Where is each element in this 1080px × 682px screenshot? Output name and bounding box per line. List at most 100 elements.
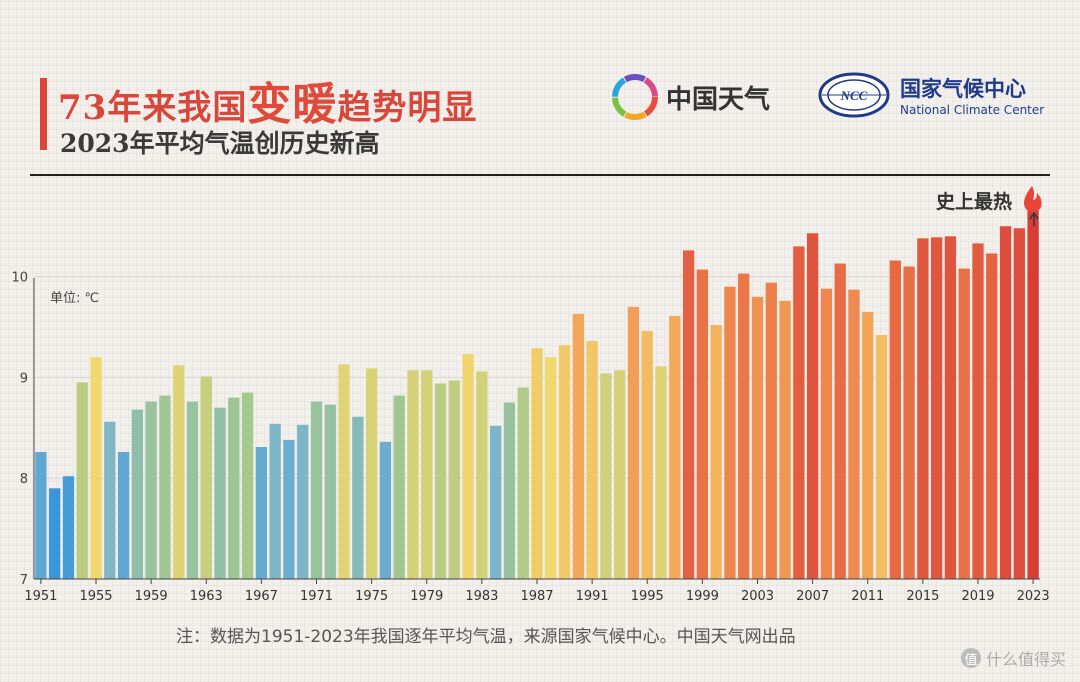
bar-2008 — [820, 288, 833, 579]
bar-2015 — [917, 238, 929, 579]
bar-1967 — [255, 446, 268, 579]
bar-2007 — [806, 233, 819, 579]
china-weather-swirl-icon — [612, 74, 658, 120]
bar-2013 — [889, 260, 901, 579]
bar-2021 — [999, 226, 1012, 579]
bar-1966 — [241, 392, 254, 579]
bar-2000 — [710, 325, 722, 579]
bar-1953 — [62, 476, 75, 579]
ncc-globe-icon: NCC — [818, 72, 890, 118]
chart-x-tick-labels: 1951 1955 1959 1963 1967 1971 1975 1979 1983 1987… — [24, 589, 1049, 604]
bar-2019 — [972, 243, 984, 580]
page-title: 73年来我国变暖趋势明显 — [58, 79, 478, 130]
x-tick-label: 1999 — [686, 589, 719, 604]
x-tick-label: 1955 — [79, 589, 112, 604]
x-tick-label: 2015 — [906, 589, 939, 604]
x-tick-label: 1991 — [576, 589, 609, 604]
x-tick-label: 1971 — [300, 589, 333, 604]
chart-footnote: 注：数据为1951-2023年我国逐年平均气温，来源国家气候中心。中国天气网出品 — [176, 627, 796, 647]
x-tick-label: 1951 — [24, 589, 57, 604]
bar-1991 — [586, 341, 598, 579]
bar-1963 — [200, 376, 212, 579]
bar-2009 — [834, 263, 846, 579]
bar-1970 — [297, 424, 309, 579]
bar-2023 — [1027, 205, 1039, 580]
bar-1952 — [49, 488, 61, 579]
bar-1972 — [324, 404, 336, 579]
x-tick-label: 1959 — [135, 589, 168, 604]
flame-icon — [1024, 186, 1042, 213]
bar-1992 — [600, 373, 612, 579]
x-tick-label: 1987 — [520, 589, 553, 604]
x-tick-label: 1979 — [410, 589, 443, 604]
bar-1997 — [669, 315, 681, 579]
bar-1988 — [545, 357, 557, 579]
x-tick-label: 2011 — [851, 589, 884, 604]
bar-2012 — [875, 335, 888, 579]
bar-1959 — [145, 401, 157, 579]
bar-1968 — [269, 423, 281, 579]
bar-2022 — [1013, 228, 1025, 579]
bar-1971 — [310, 401, 323, 579]
chart-axis — [33, 278, 1040, 584]
ncc-badge-text: NCC — [840, 88, 868, 103]
bar-1995 — [641, 331, 653, 579]
x-tick-label: 2003 — [741, 589, 774, 604]
bar-2004 — [765, 282, 777, 579]
bar-2014 — [903, 266, 915, 579]
site-watermark: 值 什么值得买 — [960, 646, 1066, 670]
watermark-text: 什么值得买 — [985, 650, 1066, 669]
bar-1982 — [462, 354, 474, 579]
bar-1976 — [379, 441, 392, 579]
china-weather-logo: 中国天气 — [612, 74, 770, 120]
bar-2010 — [848, 289, 860, 579]
up-arrow-icon — [1029, 211, 1039, 226]
x-tick-label: 2019 — [961, 589, 994, 604]
bar-1989 — [558, 345, 571, 579]
y-tick-label: 8 — [20, 472, 28, 487]
bar-1960 — [159, 395, 171, 579]
x-tick-label: 1983 — [465, 589, 498, 604]
page-subtitle: 2023年平均气温创历史新高 — [60, 129, 380, 158]
bar-1984 — [490, 425, 502, 579]
bar-1969 — [283, 439, 295, 579]
x-tick-label: 2007 — [796, 589, 829, 604]
header-divider — [30, 174, 1050, 176]
title-highlight-1: 变 — [247, 79, 293, 130]
bar-1994 — [627, 306, 640, 579]
bar-1961 — [173, 365, 185, 579]
y-tick-label: 7 — [20, 573, 28, 588]
bar-1990 — [572, 313, 584, 579]
bar-1954 — [76, 382, 88, 579]
bar-1980 — [434, 383, 447, 579]
bar-2002 — [738, 273, 750, 579]
bar-1977 — [393, 395, 405, 579]
bar-1965 — [228, 397, 240, 579]
bar-1955 — [90, 357, 102, 579]
bar-2016 — [930, 237, 943, 580]
bar-1999 — [696, 269, 709, 579]
bar-1979 — [421, 370, 433, 579]
bar-2017 — [944, 236, 957, 579]
bar-1958 — [131, 409, 144, 579]
bar-1985 — [503, 402, 516, 579]
bar-1978 — [407, 370, 419, 579]
bar-1996 — [655, 366, 667, 579]
bar-2006 — [793, 246, 805, 580]
bar-2005 — [779, 300, 791, 579]
x-tick-label: 2023 — [1017, 589, 1050, 604]
bar-1962 — [186, 401, 199, 579]
watermark-badge-icon: 值 — [960, 648, 981, 668]
bar-1956 — [104, 421, 116, 579]
title-highlight-2: 暖 — [292, 79, 338, 130]
bar-1986 — [517, 387, 529, 579]
bar-1973 — [338, 364, 350, 579]
bar-1987 — [531, 348, 543, 579]
bar-1983 — [476, 371, 488, 579]
bar-1975 — [365, 368, 378, 579]
x-tick-label: 1975 — [355, 589, 388, 604]
x-tick-label: 1963 — [190, 589, 223, 604]
bar-2001 — [724, 286, 736, 579]
chart-bars — [35, 205, 1039, 580]
